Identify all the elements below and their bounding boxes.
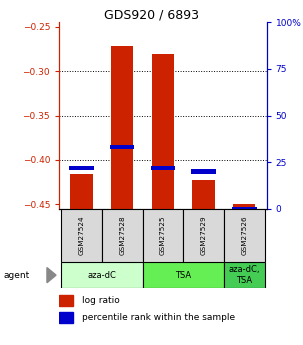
Text: percentile rank within the sample: percentile rank within the sample bbox=[82, 313, 235, 322]
Bar bbox=[61, 262, 142, 288]
Bar bbox=[59, 312, 73, 323]
Bar bbox=[110, 145, 135, 149]
Text: GSM27524: GSM27524 bbox=[78, 216, 85, 255]
Text: aza-dC: aza-dC bbox=[87, 270, 116, 280]
Bar bbox=[224, 209, 265, 262]
Text: GDS920 / 6893: GDS920 / 6893 bbox=[104, 9, 199, 22]
Text: agent: agent bbox=[3, 270, 29, 280]
Polygon shape bbox=[47, 268, 56, 283]
Bar bbox=[102, 209, 142, 262]
Bar bbox=[151, 166, 175, 170]
Bar bbox=[142, 209, 183, 262]
Bar bbox=[61, 209, 102, 262]
Text: GSM27526: GSM27526 bbox=[241, 216, 247, 255]
Bar bbox=[233, 204, 255, 209]
Bar bbox=[224, 262, 265, 288]
Text: log ratio: log ratio bbox=[82, 296, 119, 305]
Text: GSM27529: GSM27529 bbox=[201, 216, 207, 255]
Bar bbox=[69, 166, 94, 170]
Bar bbox=[111, 46, 133, 209]
Bar bbox=[70, 174, 93, 209]
Bar bbox=[183, 209, 224, 262]
Text: GSM27525: GSM27525 bbox=[160, 216, 166, 255]
Bar bbox=[232, 207, 257, 211]
Bar bbox=[191, 169, 216, 174]
Text: GSM27528: GSM27528 bbox=[119, 216, 125, 255]
Text: TSA: TSA bbox=[175, 270, 191, 280]
Bar bbox=[142, 262, 224, 288]
Bar bbox=[59, 295, 73, 306]
Text: aza-dC,
TSA: aza-dC, TSA bbox=[228, 265, 260, 285]
Bar bbox=[192, 180, 215, 209]
Bar bbox=[152, 55, 174, 209]
